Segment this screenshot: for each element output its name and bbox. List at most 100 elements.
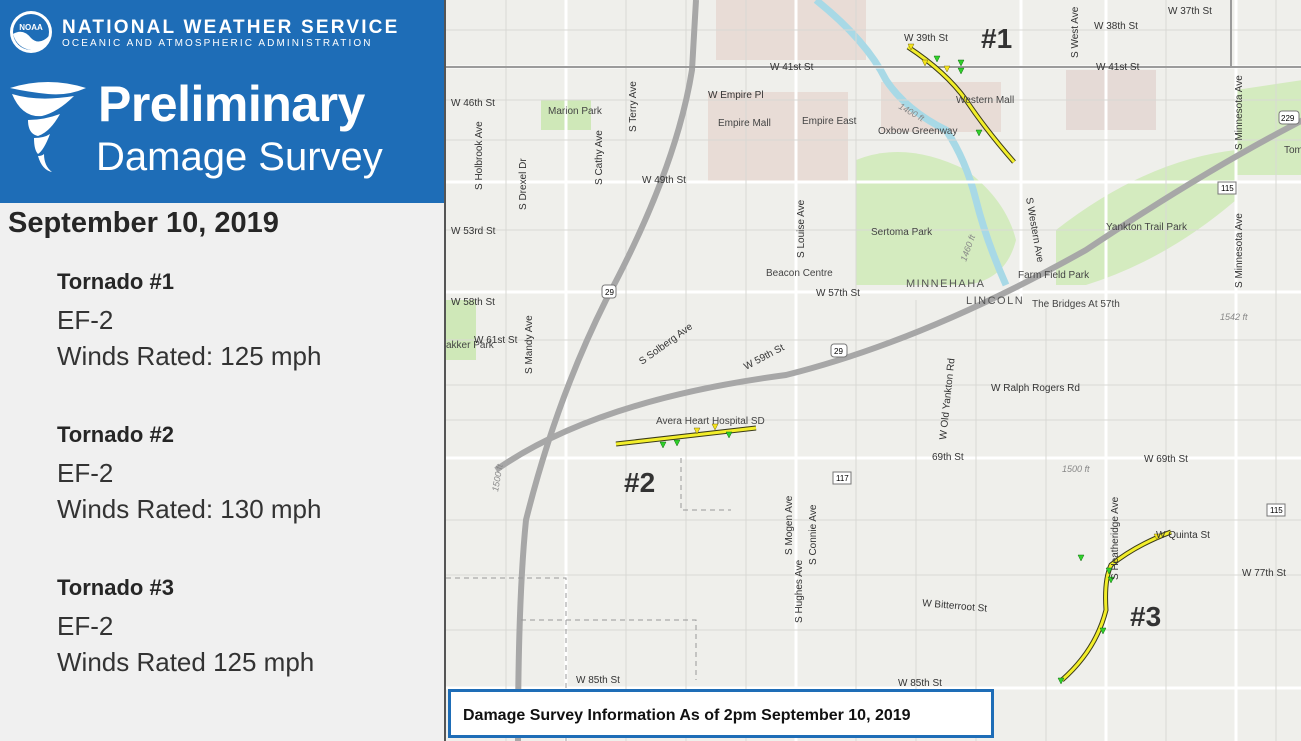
place-label: Empire East: [802, 116, 857, 127]
route-shield: 115: [1221, 184, 1234, 193]
street-label: S Mandy Ave: [524, 315, 535, 374]
header-banner: NOAA NATIONAL WEATHER SERVICE OCEANIC AN…: [0, 0, 444, 203]
street-label: S West Ave: [1070, 6, 1081, 58]
park-area: [446, 300, 476, 360]
street-label: W 58th St: [451, 297, 495, 308]
tornado-1-heading: Tornado #1: [57, 269, 174, 294]
park-area: [1236, 80, 1301, 175]
route-shield: 29: [605, 288, 614, 297]
street-label: W 57th St: [816, 288, 860, 299]
street-label: W 61st St: [474, 335, 518, 346]
interstate-229: [494, 117, 1301, 473]
org-name: NATIONAL WEATHER SERVICE: [62, 17, 400, 38]
street-label: W 85th St: [898, 678, 942, 689]
street-label: W 41st St: [1096, 62, 1140, 73]
place-label: Farm Field Park: [1018, 270, 1090, 281]
survey-caption-box: Damage Survey Information As of 2pm Sept…: [448, 689, 994, 738]
place-labels: Marion Park Empire Mall Empire East West…: [446, 95, 1301, 427]
tornado-icon: [10, 82, 86, 172]
tornado-1-rating: EF-2: [57, 305, 114, 335]
street-label: S Minnesota Ave: [1234, 213, 1245, 288]
place-label: akker Park: [446, 340, 495, 351]
street-label: W 41st St: [770, 62, 814, 73]
track-label-1: #1: [981, 23, 1012, 54]
place-label: Beacon Centre: [766, 268, 833, 279]
place-label: The Bridges At 57th: [1032, 299, 1120, 310]
street-label: W 53rd St: [451, 226, 496, 237]
route-shield: 115: [1270, 506, 1283, 515]
survey-caption-text: Damage Survey Information As of 2pm Sept…: [463, 707, 911, 724]
commercial-area: [708, 92, 848, 182]
place-label: Yankton Trail Park: [1106, 222, 1188, 233]
street-label: W 85th St: [576, 675, 620, 686]
map-canvas: #1 #2 #3 W 37th St W 38th St W 39th St W…: [446, 0, 1301, 741]
route-shield: 229: [1281, 114, 1295, 123]
county-label: LINCOLN: [966, 295, 1024, 307]
damage-map[interactable]: #1 #2 #3 W 37th St W 38th St W 39th St W…: [444, 0, 1301, 741]
street-label: W Quinta St: [1156, 530, 1210, 541]
place-label: Oxbow Greenway: [878, 126, 957, 137]
elevation-label: 1500 ft: [1062, 464, 1090, 474]
street-label: S Hughes Ave: [794, 559, 805, 623]
place-label: Tom: [1284, 145, 1301, 156]
damage-markers-yellow: [693, 43, 1161, 541]
county-label: MINNEHAHA: [906, 278, 986, 290]
track-label-3: #3: [1130, 601, 1161, 632]
tornado-2-rating: EF-2: [57, 458, 114, 488]
route-shields: 29 29 229 115 117 115: [601, 110, 1300, 517]
title-preliminary: Preliminary: [98, 76, 365, 132]
elevation-label: 1542 ft: [1220, 312, 1248, 322]
tornado-2-heading: Tornado #2: [57, 422, 174, 447]
boundary-line: [446, 577, 567, 741]
street-label: W 49th St: [642, 175, 686, 186]
tornado-3-rating: EF-2: [57, 611, 114, 641]
place-label: Sertoma Park: [871, 227, 933, 238]
street-label: W 69th St: [1144, 454, 1188, 465]
street-label: S Terry Ave: [628, 81, 639, 132]
street-label: S Louise Ave: [796, 199, 807, 258]
place-label: Marion Park: [548, 106, 603, 117]
tornado-2-winds: Winds Rated: 130 mph: [57, 494, 322, 524]
route-shield: 117: [836, 474, 849, 483]
tornado-2-track: [615, 426, 757, 446]
noaa-logo-icon: NOAA: [10, 11, 52, 53]
boundary-line: [521, 619, 697, 680]
track-label-2: #2: [624, 467, 655, 498]
street-label: W 37th St: [1168, 6, 1212, 17]
damage-markers-green: [659, 55, 1115, 685]
logo-text: NOAA: [19, 23, 43, 32]
tornado-3-track: [1061, 530, 1172, 682]
street-label: S Connie Ave: [808, 504, 819, 565]
org-subtitle: OCEANIC AND ATMOSPHERIC ADMINISTRATION: [62, 38, 373, 49]
title-damage-survey: Damage Survey: [96, 135, 383, 179]
route-shield: 29: [834, 347, 843, 356]
street-label: S Mogen Ave: [784, 495, 795, 555]
tornado-3-heading: Tornado #3: [57, 575, 174, 600]
street-label: W 46th St: [451, 98, 495, 109]
survey-date: September 10, 2019: [8, 207, 279, 239]
street-label: W 39th St: [904, 33, 948, 44]
street-label: S Holbrook Ave: [474, 121, 485, 190]
street-label: S Heatheridge Ave: [1110, 496, 1121, 580]
street-label: S Cathy Ave: [594, 130, 605, 185]
street-label: 69th St: [932, 452, 964, 463]
street-label: W Empire Pl: [708, 90, 764, 101]
interstate-29: [515, 0, 699, 741]
tornado-1-track: [907, 45, 1016, 163]
place-label: Avera Heart Hospital SD: [656, 416, 765, 427]
place-label: Western Mall: [956, 95, 1014, 106]
street-label: S Minnesota Ave: [1234, 75, 1245, 150]
tornado-1-winds: Winds Rated: 125 mph: [57, 341, 322, 371]
info-panel: NOAA NATIONAL WEATHER SERVICE OCEANIC AN…: [0, 0, 444, 741]
elevation-label: 1500 ft: [490, 463, 505, 492]
sertoma-park-area: [856, 152, 1016, 285]
place-label: Empire Mall: [718, 118, 771, 129]
street-label: W 77th St: [1242, 568, 1286, 579]
street-labels: W 37th St W 38th St W 39th St W 41st St …: [451, 6, 1286, 689]
street-label: S Drexel Dr: [518, 158, 529, 210]
boundary-line: [680, 458, 731, 511]
street-label: W 38th St: [1094, 21, 1138, 32]
tornado-3-winds: Winds Rated 125 mph: [57, 647, 315, 677]
street-label: W Ralph Rogers Rd: [991, 383, 1080, 394]
river: [813, 0, 1010, 287]
